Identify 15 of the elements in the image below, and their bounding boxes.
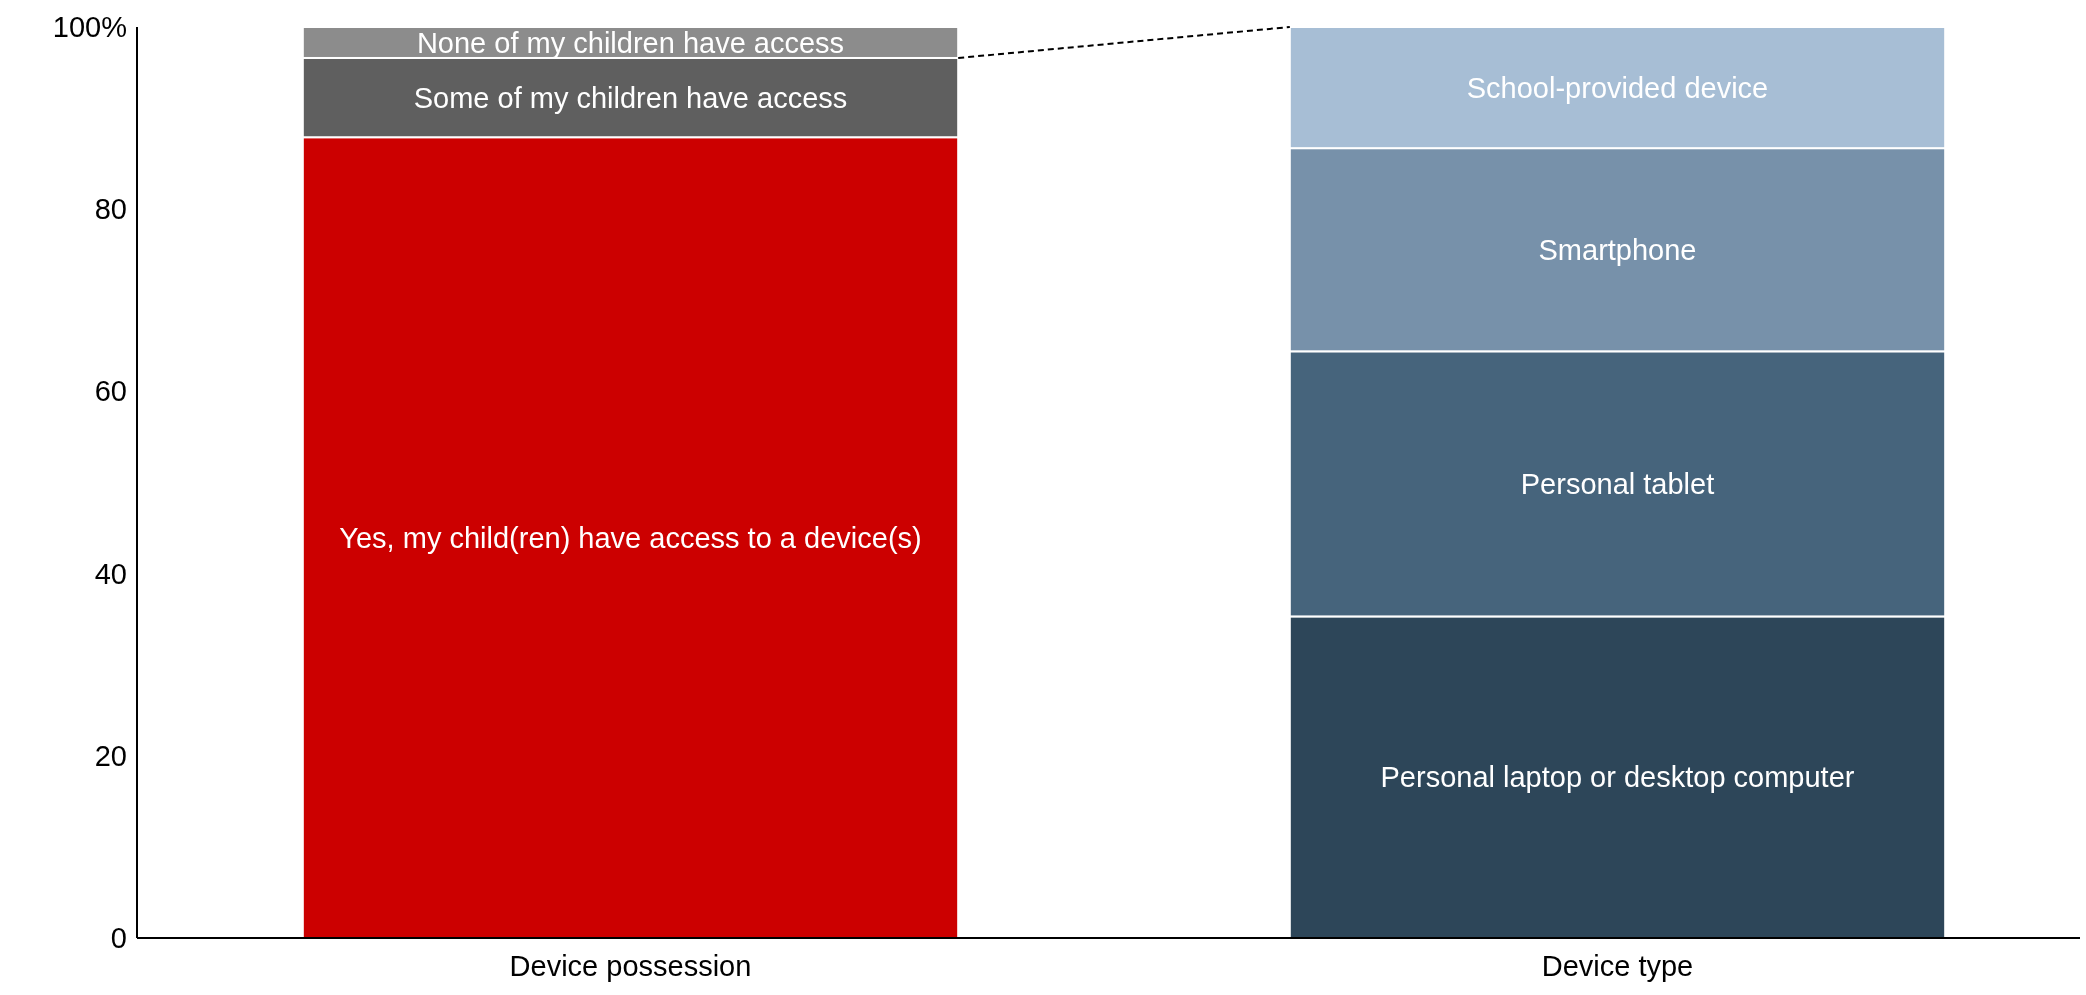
series-label: Personal laptop or desktop computer (1380, 761, 1855, 794)
x-tick-label: Device possession (509, 950, 752, 982)
series-label: School-provided device (1466, 71, 1769, 104)
y-tick-label: 60 (94, 375, 127, 408)
y-tick-label: 20 (94, 739, 127, 772)
series-label: Yes, my child(ren) have access to a device(s) (339, 521, 922, 554)
y-tick-label: 40 (94, 557, 127, 590)
series-label: Personal tablet (1520, 468, 1715, 501)
x-tick-label: Device type (1541, 950, 1694, 982)
y-tick-label: 100% (52, 11, 127, 43)
series-label: None of my children have access (416, 26, 845, 59)
series-label: Smartphone (1538, 233, 1697, 266)
y-tick-label: 0 (110, 922, 127, 954)
y-tick-label: 80 (94, 193, 127, 226)
series-label: Some of my children have access (413, 81, 848, 114)
